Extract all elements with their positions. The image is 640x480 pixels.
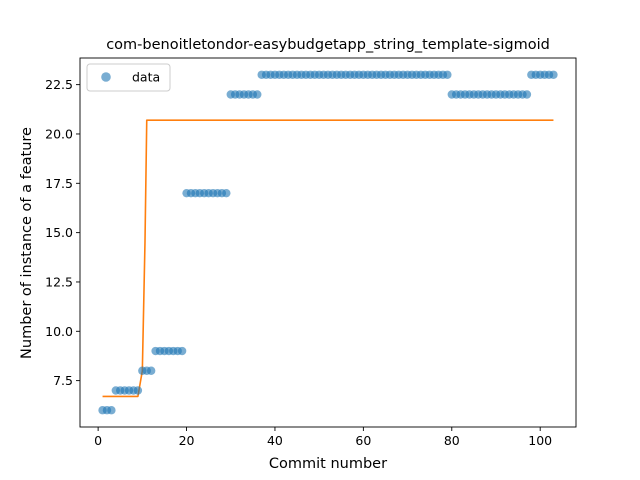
fit-line: [102, 119, 554, 398]
data-point: [177, 346, 187, 356]
data-point: [146, 366, 156, 375]
y-tick-label: 7.5: [53, 373, 73, 388]
legend-label-data: data: [132, 70, 160, 85]
y-tick-label: 12.5: [45, 274, 73, 289]
data-point: [253, 90, 262, 99]
y-tick-label: 22.5: [45, 77, 73, 92]
axes-layer: 0 20 40 60 80 100 7.5 10.0 12.5 15.0 17.5 20.0 22.5: [45, 57, 577, 448]
chart-title: com-benoitletondor-easybudgetapp_string_…: [106, 37, 550, 53]
legend-frame: [86, 63, 171, 92]
y-tick-label: 15.0: [45, 225, 73, 240]
data-point: [522, 90, 532, 99]
plot-frame: [79, 57, 577, 428]
y-tick-label: 10.0: [45, 324, 73, 339]
y-tick-label: 20.0: [45, 126, 73, 141]
x-tick-label: 0: [94, 433, 102, 448]
legend-marker-data: [101, 72, 111, 82]
x-tick-label: 20: [179, 433, 195, 448]
x-tick-label: 60: [355, 433, 371, 448]
data-point: [549, 70, 558, 79]
data-points-layer: [98, 70, 558, 415]
x-tick-label: 40: [267, 433, 283, 448]
data-point: [133, 386, 143, 395]
y-tick-label: 17.5: [45, 176, 73, 191]
legend: data: [86, 63, 171, 92]
x-tick-label: 80: [444, 433, 460, 448]
data-point: [443, 70, 452, 79]
y-axis-label: Number of instance of a feature: [19, 127, 35, 359]
x-axis-label: Commit number: [269, 456, 387, 472]
fit-line-layer: [102, 119, 554, 398]
data-point: [222, 188, 231, 198]
x-tick-label: 100: [528, 433, 552, 448]
data-point: [107, 406, 116, 415]
